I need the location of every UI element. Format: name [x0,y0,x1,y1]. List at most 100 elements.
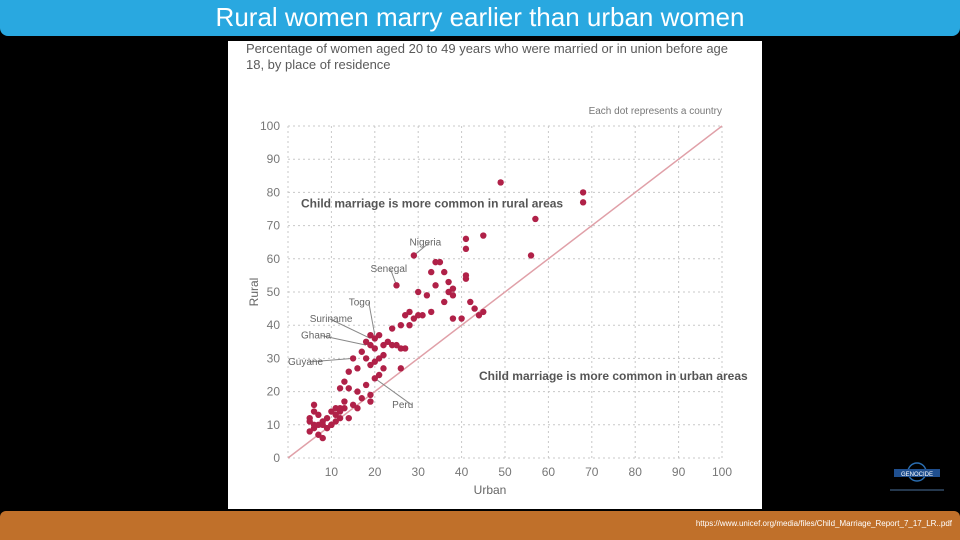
data-point [415,288,422,296]
data-point [401,345,409,352]
scatter-chart: 0 10 20 30 40 50 60 70 80 90 100 10 20 30 40 50 60 70 80 90… [247,106,748,497]
data-point [371,335,378,342]
x-tick-label: 50 [498,465,512,479]
data-point [367,398,374,405]
data-point [532,215,539,223]
data-point [310,421,318,428]
data-point [432,282,439,289]
data-point [428,268,435,276]
data-point [345,414,352,422]
data-point [393,282,400,289]
data-point [441,298,448,306]
x-tick-label: 20 [368,465,382,479]
y-tick-label: 50 [267,285,281,299]
annotation-leader [320,334,367,346]
data-point [367,331,374,339]
annotation-leader [329,318,371,339]
title-bar [0,0,960,36]
data-point [354,365,361,372]
data-point [375,331,383,339]
source-link[interactable]: https://www.unicef.org/media/files/Child… [695,519,952,528]
data-point [449,285,457,292]
annotation-label: Peru [392,400,413,411]
data-point [371,375,378,382]
annotation-leader [307,357,354,363]
data-point [310,401,318,409]
data-point [462,235,470,243]
data-point [349,401,357,409]
data-point [393,341,400,349]
x-tick-label: 10 [325,465,339,479]
y-tick-label: 60 [267,252,281,266]
data-point [397,322,405,329]
x-tick-label: 30 [412,465,426,479]
data-point [475,312,483,319]
y-tick-label: 80 [267,185,281,199]
logo-text: GENOCIDE [901,472,933,478]
data-point [462,275,470,282]
data-point [401,312,409,319]
chart-title: Percentage of women aged 20 to 49 years … [246,41,729,72]
y-tick-label: 20 [267,385,281,399]
x-axis-label: Urban [474,483,507,497]
data-point [471,305,478,312]
annotation-leader [368,302,376,336]
data-point [375,355,383,362]
data-point [445,288,452,296]
region-label-urban: Child marriage is more common in urban a… [479,369,748,383]
data-point [397,365,405,372]
data-point [449,292,457,299]
annotation-label: Ghana [301,330,331,341]
data-point [441,268,448,276]
data-point [315,431,322,438]
data-point [306,428,313,435]
data-point [384,338,392,345]
data-point [436,258,444,266]
data-point [354,405,361,412]
data-point [579,199,587,206]
data-point [380,351,387,359]
annotation-label: Nigeria [410,238,442,249]
data-point [480,308,487,316]
data-point [445,278,452,286]
data-point [367,341,374,349]
data-point [323,424,331,432]
slide-title: Rural women marry earlier than urban wom… [215,2,745,32]
data-point [328,408,335,415]
annotation-label: Guyane [288,357,323,368]
data-point [480,232,487,239]
x-tick-label: 70 [585,465,599,479]
data-point [375,371,383,379]
data-point [410,315,418,322]
data-point [358,348,365,355]
chart-figure: Percentage of women aged 20 to 49 years … [228,41,762,509]
data-point [362,381,370,389]
data-point [306,418,313,425]
data-point [336,414,344,422]
chart-note: Each dot represents a country [589,106,722,117]
data-point [336,385,344,392]
annotation-label: Suriname [310,314,353,325]
data-point [458,315,465,322]
data-point [371,345,378,352]
data-point [328,421,335,428]
annotation-leader [374,377,413,406]
organization-logo-icon: GENOCIDE [890,462,944,491]
data-point [310,408,318,415]
x-tick-label: 80 [629,465,643,479]
data-point [449,315,457,322]
data-point [358,395,365,402]
x-tick-label: 90 [672,465,686,479]
y-axis-label: Rural [247,278,261,307]
data-point [367,391,374,399]
data-point [497,179,504,186]
annotation-leader [413,242,430,256]
region-label-rural: Child marriage is more common in rural a… [301,196,563,210]
data-point [341,378,348,385]
reference-line [287,125,723,459]
data-point [367,361,374,369]
data-point [354,388,361,395]
data-point [388,325,396,332]
data-point [345,385,352,392]
data-point [380,365,387,372]
